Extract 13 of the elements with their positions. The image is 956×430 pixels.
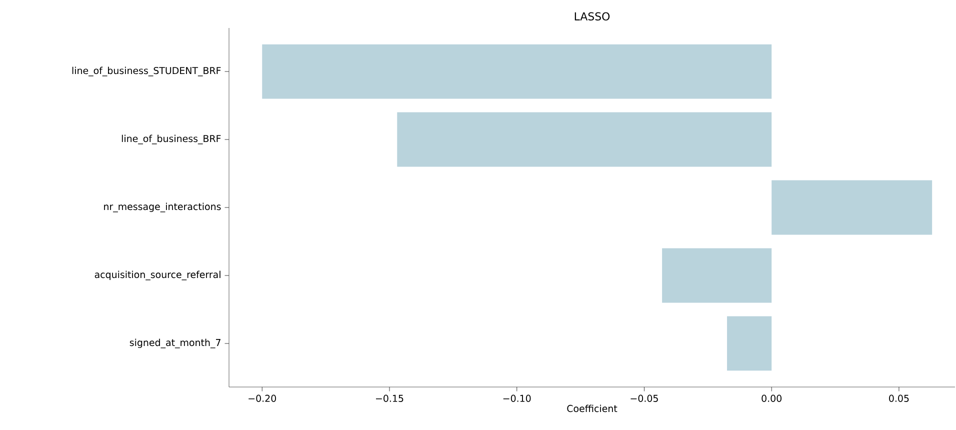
chart-title: LASSO <box>574 12 610 20</box>
x-tick-label: 0.05 <box>889 394 909 402</box>
x-tick-label: 0.00 <box>762 394 782 402</box>
x-tick-label: −0.05 <box>630 394 658 402</box>
x-tick-label: −0.20 <box>248 394 276 402</box>
y-tick-label: line_of_business_STUDENT_BRF <box>72 66 221 76</box>
y-tick-label: nr_message_interactions <box>104 202 221 212</box>
y-tick-label: line_of_business_BRF <box>122 134 221 144</box>
x-axis-title: Coefficient <box>567 404 618 412</box>
y-tick-label: acquisition_source_referral <box>94 270 220 280</box>
x-tick-label: −0.15 <box>376 394 404 402</box>
y-tick-label: signed_at_month_7 <box>130 338 220 348</box>
x-tick-label: −0.10 <box>503 394 531 402</box>
